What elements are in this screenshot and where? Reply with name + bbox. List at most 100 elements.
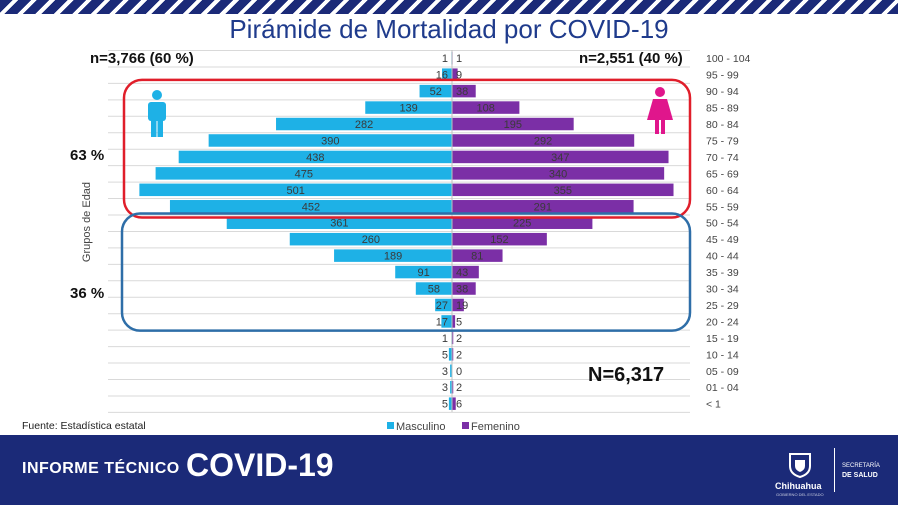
brand-subtitle: GOBIERNO DEL ESTADO bbox=[776, 492, 824, 497]
data-label-male: 260 bbox=[362, 234, 380, 246]
age-group-label: 01 - 04 bbox=[706, 382, 739, 394]
data-label-male: 139 bbox=[399, 103, 417, 115]
data-label-male: 91 bbox=[417, 267, 429, 279]
male-figure-icon bbox=[148, 90, 166, 137]
age-group-label: 50 - 54 bbox=[706, 218, 739, 230]
age-group-label: 60 - 64 bbox=[706, 185, 739, 197]
data-label-female: 19 bbox=[456, 300, 468, 312]
legend-swatch-male bbox=[387, 422, 394, 429]
chihuahua-shield-icon bbox=[789, 453, 811, 478]
bar-female bbox=[452, 331, 454, 345]
bar-male bbox=[155, 167, 452, 180]
age-group-label: < 1 bbox=[706, 399, 721, 411]
data-label-female: 2 bbox=[456, 349, 462, 361]
bar-female bbox=[452, 101, 520, 114]
male-total-label: n=3,766 (60 %) bbox=[90, 50, 194, 67]
bar-male bbox=[169, 200, 452, 213]
bar-female bbox=[452, 249, 503, 262]
bar-male bbox=[334, 249, 452, 262]
bar-male bbox=[208, 134, 452, 147]
lower-group-percent: 36 % bbox=[70, 285, 104, 302]
data-label-male: 390 bbox=[321, 135, 339, 147]
bar-female bbox=[452, 216, 593, 229]
bar-female bbox=[452, 200, 634, 213]
bar-female bbox=[452, 282, 476, 295]
brand-name: Chihuahua bbox=[775, 481, 822, 491]
legend-label-female: Femenino bbox=[471, 421, 520, 433]
age-group-label: 30 - 34 bbox=[706, 284, 739, 296]
data-label-female: 292 bbox=[534, 135, 552, 147]
age-group-label: 95 - 99 bbox=[706, 70, 739, 82]
bar-male bbox=[450, 380, 452, 394]
bar-male bbox=[435, 298, 452, 312]
age-group-label: 85 - 89 bbox=[706, 103, 739, 115]
data-label-female: 6 bbox=[456, 399, 462, 411]
data-label-female: 291 bbox=[534, 201, 552, 213]
bar-female bbox=[452, 150, 669, 164]
data-label-female: 2 bbox=[456, 382, 462, 394]
data-label-female: 9 bbox=[456, 70, 462, 82]
bar-female bbox=[452, 397, 456, 410]
age-group-label: 75 - 79 bbox=[706, 135, 739, 147]
data-label-female: 43 bbox=[456, 267, 468, 279]
bar-male bbox=[442, 68, 452, 81]
bar-male bbox=[441, 315, 452, 328]
data-label-female: 81 bbox=[471, 251, 483, 263]
y-axis-label: Grupos de Edad bbox=[81, 182, 93, 262]
bar-female bbox=[452, 134, 635, 147]
header-stripe bbox=[0, 0, 898, 14]
data-label-female: 152 bbox=[490, 234, 508, 246]
bar-male bbox=[448, 397, 452, 410]
data-label-female: 347 bbox=[551, 152, 569, 164]
bar-male bbox=[395, 265, 452, 279]
lower-age-group-box bbox=[120, 212, 692, 332]
data-label-female: 108 bbox=[477, 103, 495, 115]
age-group-label: 55 - 59 bbox=[706, 201, 739, 213]
data-label-male: 282 bbox=[355, 119, 373, 131]
bar-male bbox=[276, 117, 452, 131]
data-label-male: 5 bbox=[442, 399, 448, 411]
data-label-female: 38 bbox=[456, 284, 468, 296]
bar-male bbox=[419, 84, 452, 98]
age-group-label: 80 - 84 bbox=[706, 119, 739, 131]
bar-female bbox=[452, 265, 479, 279]
age-group-label: 100 - 104 bbox=[706, 53, 751, 65]
data-label-female: 5 bbox=[456, 316, 462, 328]
bar-female bbox=[452, 84, 476, 98]
bar-male bbox=[289, 232, 452, 246]
legend-swatch-female bbox=[462, 422, 469, 429]
age-group-label: 90 - 94 bbox=[706, 86, 739, 98]
footer-divider bbox=[834, 448, 835, 492]
secretaria-name: DE SALUD bbox=[842, 472, 878, 479]
footer-label: INFORME TÉCNICO bbox=[22, 460, 180, 477]
bar-male bbox=[226, 216, 452, 229]
bar-female bbox=[452, 68, 458, 81]
bar-female bbox=[452, 232, 547, 246]
age-group-label: 35 - 39 bbox=[706, 267, 739, 279]
footer-title: COVID-19 bbox=[186, 447, 334, 483]
source-note: Fuente: Estadística estatal bbox=[22, 420, 146, 432]
data-label-male: 3 bbox=[442, 382, 448, 394]
grand-total-label: N=6,317 bbox=[588, 364, 664, 386]
age-group-label: 20 - 24 bbox=[706, 316, 739, 328]
data-label-male: 438 bbox=[306, 152, 324, 164]
data-label-female: 38 bbox=[456, 86, 468, 98]
data-label-male: 452 bbox=[302, 201, 320, 213]
page-title: Pirámide de Mortalidad por COVID-19 bbox=[229, 14, 669, 44]
age-group-label: 25 - 29 bbox=[706, 300, 739, 312]
bar-female bbox=[452, 348, 454, 361]
upper-age-group-box bbox=[122, 78, 692, 219]
age-group-label: 70 - 74 bbox=[706, 152, 739, 164]
bar-female bbox=[452, 315, 456, 328]
bar-female bbox=[452, 380, 454, 394]
data-label-female: 225 bbox=[513, 218, 531, 230]
data-label-male: 3 bbox=[442, 366, 448, 378]
age-group-label: 40 - 44 bbox=[706, 251, 739, 263]
data-label-male: 58 bbox=[428, 284, 440, 296]
data-label-female: 355 bbox=[554, 185, 572, 197]
bar-male bbox=[448, 348, 452, 361]
data-label-male: 27 bbox=[436, 300, 448, 312]
bar-female bbox=[452, 117, 574, 131]
bar-male bbox=[178, 150, 453, 164]
